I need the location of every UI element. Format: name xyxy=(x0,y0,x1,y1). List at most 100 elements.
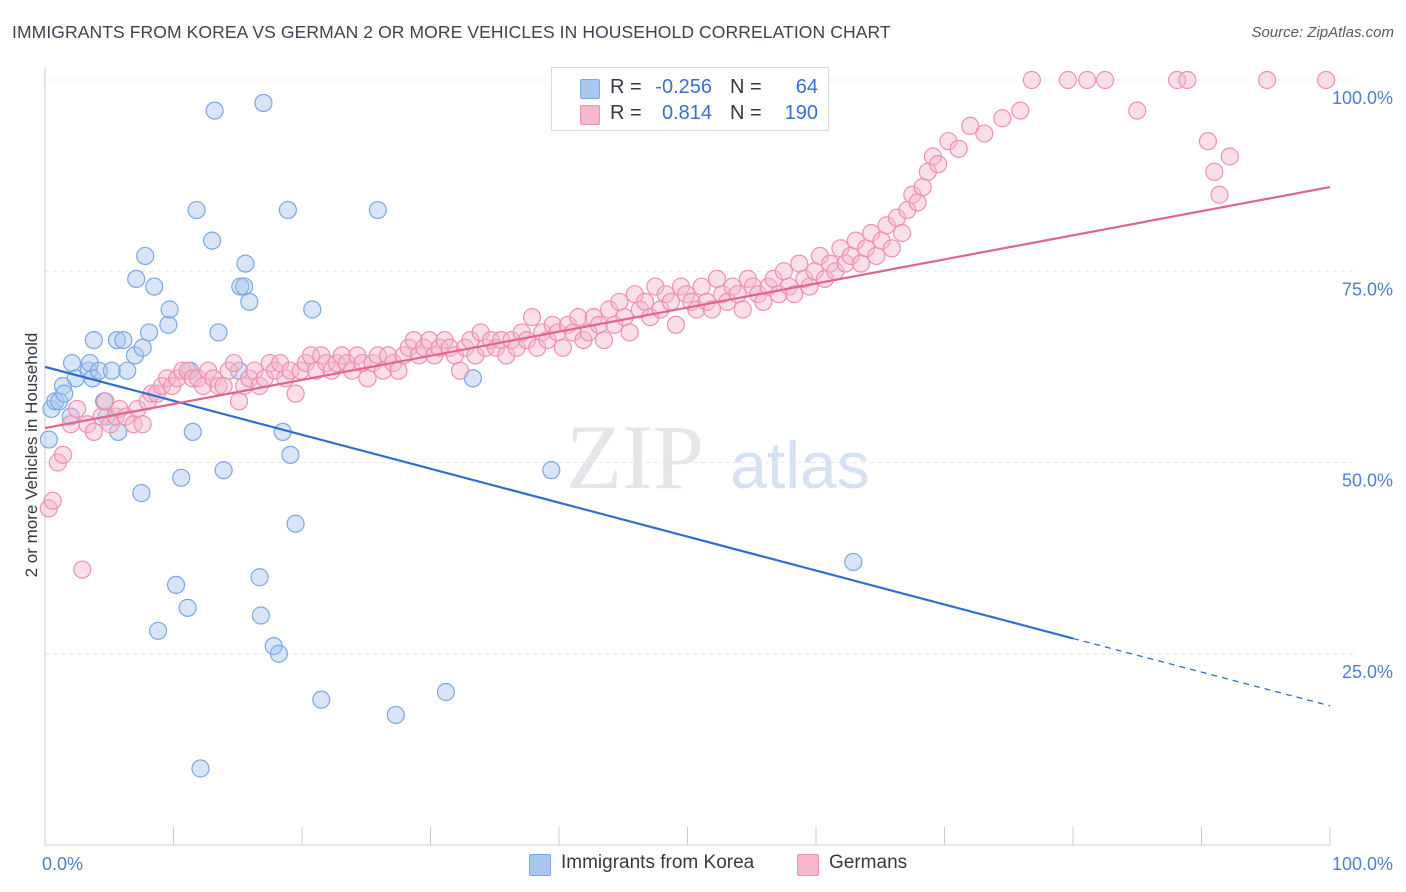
stats-row-korea: R = -0.256 N = 64 xyxy=(552,75,828,101)
n-value: 190 xyxy=(784,102,818,124)
point-germans xyxy=(450,361,470,380)
r-value: 0.814 xyxy=(661,102,712,124)
point-germans xyxy=(358,369,377,388)
point-germans xyxy=(754,292,773,311)
point-korea xyxy=(160,300,179,319)
point-korea xyxy=(269,644,288,663)
point-germans xyxy=(939,132,958,151)
point-germans xyxy=(961,116,980,136)
point-korea xyxy=(386,705,405,725)
point-korea xyxy=(312,690,331,709)
r-value: -0.256 xyxy=(655,76,712,98)
legend-label-korea: Immigrants from Korea xyxy=(561,852,755,873)
legend-label-germans: Germans xyxy=(829,852,908,873)
point-korea xyxy=(250,568,269,587)
n-label: N = xyxy=(730,76,762,98)
point-germans xyxy=(594,331,614,350)
point-korea xyxy=(202,231,222,250)
point-germans xyxy=(73,560,92,579)
point-korea xyxy=(436,682,456,702)
point-germans xyxy=(620,323,639,342)
point-germans xyxy=(1011,101,1030,120)
point-germans xyxy=(661,292,680,311)
point-germans xyxy=(851,254,871,273)
trend-line-korea-extension xyxy=(1072,637,1331,707)
point-korea xyxy=(542,461,561,480)
point-korea xyxy=(133,338,152,357)
point-germans xyxy=(1317,70,1336,90)
point-germans xyxy=(615,308,634,327)
point-germans xyxy=(646,277,665,296)
point-germans xyxy=(1220,147,1239,166)
point-germans xyxy=(84,422,103,441)
point-germans xyxy=(892,223,912,243)
point-korea xyxy=(231,277,250,296)
point-korea xyxy=(368,200,387,220)
tick-labels: 25.0% 50.0% 75.0% 100.0% 0.0% 100.0% xyxy=(42,88,1393,874)
point-germans xyxy=(908,193,927,212)
point-germans xyxy=(707,269,727,288)
point-korea xyxy=(166,575,186,595)
trend-line-korea xyxy=(44,365,1074,640)
point-korea xyxy=(251,606,270,625)
point-korea xyxy=(278,200,297,220)
source-credit: Source: ZipAtlas.com xyxy=(1251,24,1394,41)
point-korea xyxy=(148,621,168,640)
point-germans xyxy=(949,139,968,158)
point-korea xyxy=(136,246,155,266)
point-germans xyxy=(96,392,115,411)
watermark: ZIP atlas xyxy=(566,406,870,508)
y-axis-label: 2 or more Vehicles in Household xyxy=(22,332,41,578)
point-germans xyxy=(993,109,1012,128)
point-germans xyxy=(1128,101,1147,120)
point-korea xyxy=(183,422,202,441)
point-germans xyxy=(214,376,233,396)
point-korea xyxy=(118,361,137,380)
point-germans xyxy=(553,338,572,357)
n-value: 64 xyxy=(795,76,818,98)
trend-line-germans xyxy=(44,186,1331,430)
point-korea xyxy=(844,552,863,572)
point-germans xyxy=(68,399,87,419)
point-germans xyxy=(281,361,300,380)
point-germans xyxy=(692,277,711,296)
point-germans xyxy=(862,223,881,243)
legend-swatch-germans xyxy=(797,854,819,876)
y-tick-label: 75.0% xyxy=(1342,279,1393,299)
point-germans xyxy=(1210,185,1229,204)
point-korea xyxy=(55,384,74,403)
point-germans xyxy=(928,155,948,174)
point-germans xyxy=(867,246,886,266)
point-korea xyxy=(235,277,254,296)
point-korea xyxy=(109,422,128,441)
point-germans xyxy=(882,239,901,258)
point-korea xyxy=(39,430,58,449)
point-korea xyxy=(62,353,82,373)
point-germans xyxy=(1096,70,1115,90)
point-korea xyxy=(145,277,164,296)
point-germans xyxy=(286,384,305,403)
x-tick-label: 100.0% xyxy=(1332,854,1393,874)
point-germans xyxy=(569,308,588,327)
legend: Immigrants from Korea Germans xyxy=(0,852,1406,878)
stats-box: R = -0.256 N = 64 R = 0.814 N = 190 xyxy=(551,67,829,131)
point-korea xyxy=(89,361,109,380)
point-korea xyxy=(132,484,151,503)
point-germans xyxy=(702,300,722,319)
point-korea xyxy=(114,331,133,350)
point-korea xyxy=(178,598,197,617)
point-germans xyxy=(913,178,932,197)
point-korea xyxy=(84,331,103,350)
point-korea xyxy=(159,315,178,334)
grid-lines xyxy=(45,79,1355,655)
point-germans xyxy=(733,300,752,319)
point-germans xyxy=(389,361,408,380)
stats-swatch-germans xyxy=(580,105,600,125)
point-germans xyxy=(43,491,62,510)
point-germans xyxy=(1198,132,1218,151)
point-korea xyxy=(172,468,191,487)
legend-swatch-korea xyxy=(529,854,551,876)
stats-row-germans: R = 0.814 N = 190 xyxy=(552,101,828,127)
point-germans xyxy=(1205,162,1224,181)
